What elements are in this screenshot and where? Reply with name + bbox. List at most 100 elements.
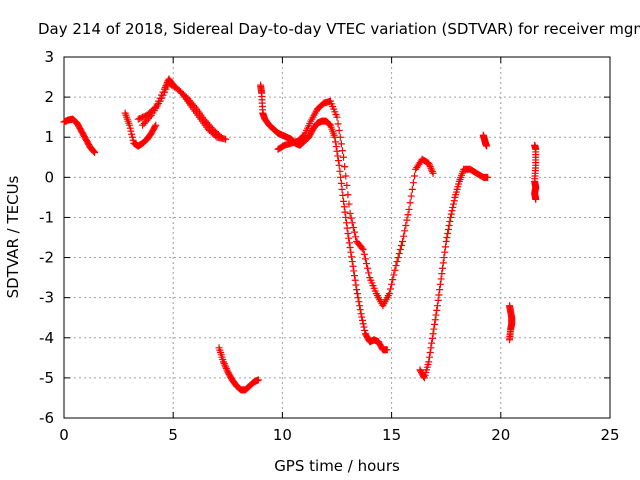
data-point <box>428 166 436 174</box>
data-point <box>350 272 358 280</box>
data-point <box>91 148 99 156</box>
data-point <box>340 203 348 211</box>
data-point <box>219 358 227 366</box>
y-axis-label: SDTVAR / TECUs <box>4 175 22 298</box>
data-point <box>396 246 404 254</box>
data-point <box>362 260 370 268</box>
data-point <box>428 334 436 342</box>
data-point <box>352 233 360 241</box>
data-point <box>444 229 452 237</box>
data-point <box>355 298 363 306</box>
data-point <box>429 330 437 338</box>
data-point <box>383 346 391 354</box>
y-tick-label: -4 <box>39 329 54 347</box>
data-point <box>429 169 437 177</box>
data-point <box>190 101 198 109</box>
data-point <box>342 213 350 221</box>
data-point <box>359 246 367 254</box>
data-point <box>428 168 436 176</box>
data-point <box>346 244 354 252</box>
data-point <box>353 290 361 298</box>
data-point <box>420 373 428 381</box>
data-point <box>436 280 444 288</box>
data-point <box>400 232 408 240</box>
data-point <box>352 281 360 289</box>
data-point <box>335 127 343 135</box>
data-point <box>447 210 455 218</box>
data-point <box>222 363 230 371</box>
data-point <box>358 313 366 321</box>
x-axis-label: GPS time / hours <box>274 457 400 475</box>
data-point <box>395 250 403 258</box>
data-point <box>338 185 346 193</box>
y-tick-label: 1 <box>44 128 54 146</box>
axis-ticks <box>63 56 611 419</box>
data-point <box>442 238 450 246</box>
data-point <box>336 133 344 141</box>
data-point <box>449 203 457 211</box>
data-point <box>334 120 342 128</box>
data-point <box>349 223 357 231</box>
data-point <box>254 376 262 384</box>
data-point <box>448 207 456 215</box>
data-point <box>426 348 434 356</box>
data-point <box>220 360 228 368</box>
data-point <box>333 147 341 155</box>
data-point <box>128 130 136 138</box>
data-point <box>334 152 342 160</box>
data-point <box>483 142 491 150</box>
data-point <box>127 127 135 135</box>
series-arc-7 <box>274 97 437 310</box>
series-arc-5 <box>215 344 262 394</box>
data-point <box>156 97 164 105</box>
data-point <box>364 264 372 272</box>
data-point <box>408 185 416 193</box>
data-point <box>399 238 407 246</box>
data-point <box>221 361 229 369</box>
data-point <box>431 316 439 324</box>
data-point <box>484 173 492 181</box>
data-point <box>397 242 405 250</box>
data-point <box>440 254 448 262</box>
data-point <box>350 228 358 236</box>
data-point <box>337 173 345 181</box>
data-point <box>393 258 401 266</box>
data-points <box>60 75 540 394</box>
data-point <box>337 140 345 148</box>
data-point <box>402 221 410 229</box>
data-point <box>162 85 170 93</box>
data-point <box>345 200 353 208</box>
data-point <box>160 88 168 96</box>
data-point <box>439 259 447 267</box>
series-arc-11 <box>531 141 540 203</box>
data-point <box>427 344 435 352</box>
data-point <box>432 311 440 319</box>
data-point <box>356 306 364 314</box>
data-point <box>436 286 444 294</box>
data-point <box>437 275 445 283</box>
data-point <box>433 302 441 310</box>
data-point <box>217 133 225 141</box>
data-point <box>158 94 166 102</box>
data-point <box>342 172 350 180</box>
y-tick-label: 2 <box>44 88 54 106</box>
data-point <box>405 205 413 213</box>
x-tick-label: 5 <box>168 426 178 444</box>
series-arc-10 <box>506 302 516 344</box>
data-point <box>345 239 353 247</box>
data-point <box>345 234 353 242</box>
data-point <box>365 269 373 277</box>
series-arc-9 <box>479 131 491 150</box>
series-arc-2 <box>121 109 160 150</box>
data-point <box>361 326 369 334</box>
data-point <box>428 339 436 347</box>
data-point <box>347 248 355 256</box>
y-tick-label: -5 <box>39 369 54 387</box>
data-point <box>341 208 349 216</box>
data-point <box>128 133 136 141</box>
data-point <box>346 209 354 217</box>
y-tick-label: 0 <box>44 168 54 186</box>
data-point <box>403 216 411 224</box>
data-point <box>360 323 368 331</box>
